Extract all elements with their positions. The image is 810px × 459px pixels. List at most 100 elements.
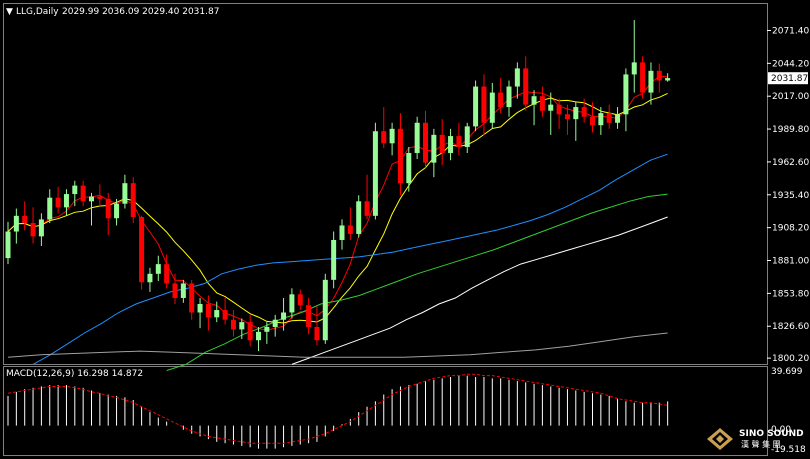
candle-body xyxy=(189,283,195,313)
ohlc-values: 2029.99 2036.09 2029.40 2031.87 xyxy=(62,7,219,17)
candle-body xyxy=(339,225,345,240)
candle-body xyxy=(130,183,136,218)
candle xyxy=(89,192,94,226)
candle-body xyxy=(80,185,86,202)
candle xyxy=(80,180,86,207)
candle-body xyxy=(322,279,328,341)
candle xyxy=(322,273,328,344)
candle-body xyxy=(665,78,671,81)
candle xyxy=(105,192,111,236)
candle-body xyxy=(197,304,203,313)
candle xyxy=(381,107,387,149)
candle xyxy=(431,128,437,178)
candle-body xyxy=(481,86,487,123)
candle xyxy=(72,180,78,207)
candle-body xyxy=(247,322,253,341)
moving-averages xyxy=(7,75,668,371)
candle xyxy=(130,177,136,224)
candle-body xyxy=(514,68,520,87)
candle-body xyxy=(381,131,387,144)
macd-signal-line xyxy=(7,373,668,444)
candle-body xyxy=(615,114,621,123)
candle xyxy=(172,273,178,305)
candle xyxy=(623,68,629,132)
y-tick-label: 1935.40 xyxy=(772,191,809,201)
candle-body xyxy=(356,201,362,234)
y-tick-label: 1826.60 xyxy=(772,322,809,332)
candle xyxy=(47,189,53,224)
candle-body xyxy=(590,116,595,126)
candle-body xyxy=(214,310,220,318)
candle xyxy=(640,56,646,99)
candle-body xyxy=(581,107,587,117)
ma-gray-line xyxy=(7,332,668,358)
candle xyxy=(55,186,61,214)
candle xyxy=(590,102,595,133)
candle-body xyxy=(389,128,395,144)
candle xyxy=(289,288,295,319)
macd-label: MACD(12,26,9) 16.298 14.872 xyxy=(6,369,143,379)
candle-body xyxy=(464,126,470,147)
candle-body xyxy=(172,283,178,298)
candle-body xyxy=(47,197,53,220)
candle xyxy=(364,174,370,220)
candle-body xyxy=(648,70,654,93)
candle xyxy=(272,314,278,337)
candle-body xyxy=(347,225,353,234)
candle xyxy=(372,122,378,220)
current-price-box xyxy=(768,72,808,85)
candle-body xyxy=(122,183,128,204)
candle xyxy=(214,301,220,323)
candle-body xyxy=(5,231,11,259)
price-axis: 1800.20 1826.60 1853.80 1881.00 1908.20 1935.… xyxy=(767,26,809,364)
candle xyxy=(97,184,103,207)
candle-body xyxy=(531,96,537,105)
candle xyxy=(38,213,44,247)
candle xyxy=(356,195,362,238)
candle-body xyxy=(539,96,545,111)
candle xyxy=(122,174,128,209)
candle xyxy=(406,146,412,192)
candle xyxy=(281,297,287,331)
candle xyxy=(573,102,579,141)
candle xyxy=(389,122,395,156)
candle xyxy=(155,255,161,282)
candle-body xyxy=(97,196,103,199)
macd-tick-top: 39.699 xyxy=(771,367,803,377)
candlesticks xyxy=(5,20,671,352)
candle-body xyxy=(456,136,462,147)
candle-body xyxy=(656,70,662,81)
candle xyxy=(448,128,454,161)
candle xyxy=(523,56,529,111)
candle-body xyxy=(489,92,495,123)
candle xyxy=(489,82,495,129)
candle-body xyxy=(314,326,320,341)
candle-body xyxy=(448,136,454,153)
candle xyxy=(205,295,211,331)
candle xyxy=(648,62,654,105)
current-price-label: 2031.87 xyxy=(771,74,808,84)
chart-menu-arrow-icon[interactable]: ▼ xyxy=(6,7,13,17)
candle-body xyxy=(55,197,61,208)
macd-tick-bottom: -19.518 xyxy=(771,445,806,455)
candle xyxy=(13,208,19,244)
candle xyxy=(180,279,186,303)
macd-pane-frame xyxy=(3,366,768,456)
candle-body xyxy=(640,62,646,93)
candle-body xyxy=(439,134,445,153)
candle-body xyxy=(264,326,270,332)
candle-body xyxy=(13,215,19,232)
candle xyxy=(239,318,245,340)
candle-body xyxy=(63,194,69,208)
candle-body xyxy=(431,134,437,163)
candle-body xyxy=(272,319,278,327)
ma-white-line xyxy=(291,216,668,365)
y-tick-label: 2017.00 xyxy=(772,92,809,102)
candle-body xyxy=(523,68,529,105)
candle-body xyxy=(397,128,403,184)
candle xyxy=(414,116,420,160)
candle xyxy=(197,297,203,329)
candle xyxy=(306,297,312,335)
y-tick-label: 1962.60 xyxy=(772,158,809,168)
candle-body xyxy=(498,92,504,108)
